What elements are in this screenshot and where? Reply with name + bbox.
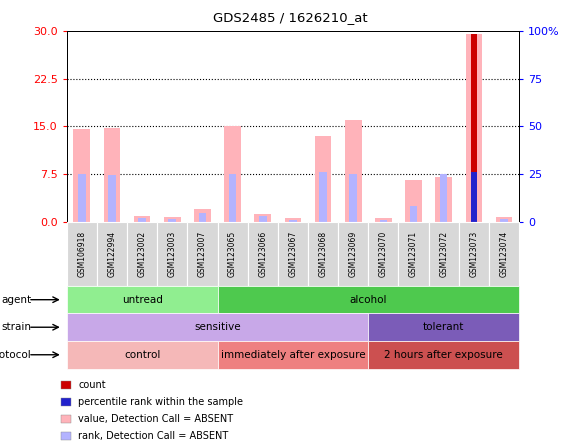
Text: sensitive: sensitive (194, 322, 241, 332)
Bar (169, 219, 176, 222)
Bar (409, 206, 418, 222)
Text: strain: strain (1, 322, 31, 332)
Bar (108, 175, 116, 222)
Text: tolerant: tolerant (423, 322, 465, 332)
Text: immediately after exposure: immediately after exposure (220, 350, 365, 360)
Bar (471, 34, 477, 222)
Bar (229, 174, 237, 222)
Text: GSM123069: GSM123069 (349, 230, 358, 277)
Text: percentile rank within the sample: percentile rank within the sample (78, 397, 243, 407)
Bar (138, 218, 146, 222)
Bar (349, 174, 357, 222)
Text: rank, Detection Call = ABSENT: rank, Detection Call = ABSENT (78, 431, 229, 440)
Bar (345, 120, 361, 222)
Text: 2 hours after exposure: 2 hours after exposure (385, 350, 503, 360)
Text: GSM123068: GSM123068 (318, 231, 328, 277)
Bar (500, 219, 508, 222)
Text: GSM106918: GSM106918 (77, 231, 86, 277)
Bar (259, 216, 267, 222)
Bar (319, 172, 327, 222)
Bar (224, 127, 241, 222)
Text: alcohol: alcohol (350, 295, 387, 305)
Text: protocol: protocol (0, 350, 31, 360)
Text: GSM123065: GSM123065 (228, 230, 237, 277)
Bar (194, 209, 211, 222)
Text: value, Detection Call = ABSENT: value, Detection Call = ABSENT (78, 414, 233, 424)
Text: GSM123071: GSM123071 (409, 231, 418, 277)
Text: GSM123073: GSM123073 (469, 230, 478, 277)
Bar (315, 136, 331, 222)
Text: GSM123072: GSM123072 (439, 231, 448, 277)
Bar (471, 172, 477, 222)
Bar (405, 180, 422, 222)
Bar (466, 34, 482, 222)
Text: GSM123067: GSM123067 (288, 230, 298, 277)
Text: GSM123074: GSM123074 (499, 230, 509, 277)
Text: GSM123066: GSM123066 (258, 230, 267, 277)
Text: GSM123003: GSM123003 (168, 230, 177, 277)
Bar (255, 214, 271, 222)
Text: GSM123002: GSM123002 (137, 231, 147, 277)
Bar (74, 130, 90, 222)
Bar (436, 177, 452, 222)
Bar (104, 127, 120, 222)
Bar (198, 213, 206, 222)
Text: count: count (78, 380, 106, 390)
Text: untread: untread (122, 295, 162, 305)
Bar (289, 220, 297, 222)
Bar (285, 218, 301, 222)
Bar (164, 217, 180, 222)
Bar (375, 218, 392, 222)
Bar (496, 217, 512, 222)
Bar (440, 174, 448, 222)
Text: agent: agent (1, 295, 31, 305)
Bar (78, 174, 86, 222)
Text: GSM122994: GSM122994 (107, 231, 117, 277)
Text: control: control (124, 350, 160, 360)
Text: GSM123007: GSM123007 (198, 230, 207, 277)
Text: GSM123070: GSM123070 (379, 230, 388, 277)
Bar (134, 217, 150, 222)
Text: GDS2485 / 1626210_at: GDS2485 / 1626210_at (213, 11, 367, 24)
Bar (379, 220, 387, 222)
